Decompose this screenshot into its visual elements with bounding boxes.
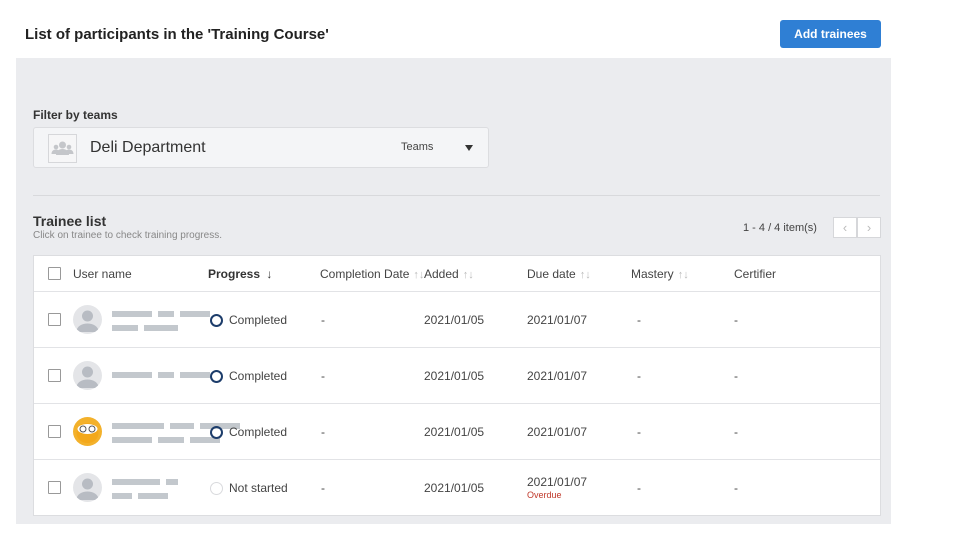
due-date: 2021/01/07 [527, 475, 588, 489]
progress-status: Completed [229, 369, 288, 383]
redacted-user-name [112, 423, 240, 451]
page-title: List of participants in the 'Training Co… [25, 26, 329, 43]
sort-icon: ↑↓ [462, 269, 474, 281]
certifier: - [734, 481, 738, 495]
trainee-table: User name Progress ↓ Completion Date ↑↓ A… [33, 255, 881, 516]
col-mastery[interactable]: Mastery ↑↓ [631, 267, 689, 281]
progress-status: Completed [229, 425, 288, 439]
select-all-checkbox[interactable] [48, 267, 61, 280]
col-certifier: Certifier [734, 267, 777, 281]
col-due-label: Due date [527, 267, 576, 281]
sort-icon: ↑↓ [413, 269, 425, 281]
add-trainees-button[interactable]: Add trainees [780, 20, 881, 48]
row-checkbox[interactable] [48, 369, 61, 382]
selected-team: Deli Department [90, 139, 206, 156]
row-checkbox[interactable] [48, 481, 61, 494]
col-added[interactable]: Added ↑↓ [424, 267, 474, 281]
redacted-user-name [112, 479, 178, 507]
table-row[interactable]: Not started - 2021/01/05 2021/01/07 Overdue -… [34, 459, 880, 515]
col-completion-label: Completion Date [320, 267, 410, 281]
team-icon [48, 134, 77, 163]
pagination-info: 1 - 4 / 4 item(s) [743, 222, 817, 234]
progress-status-icon [210, 426, 223, 439]
added-date: 2021/01/05 [424, 425, 485, 439]
row-checkbox[interactable] [48, 425, 61, 438]
added-date: 2021/01/05 [424, 481, 485, 495]
completion-date: - [321, 481, 325, 495]
redacted-user-name [112, 311, 210, 339]
col-due-date[interactable]: Due date ↑↓ [527, 267, 591, 281]
overdue-badge: Overdue [527, 490, 562, 500]
prev-page-button[interactable]: ‹ [833, 217, 857, 238]
trainee-list-title: Trainee list [33, 213, 107, 229]
progress-status-icon [210, 482, 223, 495]
filter-type-label: Teams [401, 141, 434, 153]
sort-icon: ↑↓ [579, 269, 591, 281]
table-row[interactable]: Completed - 2021/01/05 2021/01/07 - - [34, 403, 880, 459]
sort-icon: ↑↓ [677, 269, 689, 281]
progress-status-icon [210, 314, 223, 327]
sort-down-icon: ↓ [266, 267, 273, 281]
owl-avatar [73, 417, 102, 446]
completion-date: - [321, 425, 325, 439]
default-avatar [73, 473, 102, 502]
next-page-button[interactable]: › [857, 217, 881, 238]
progress-status-icon [210, 370, 223, 383]
col-progress-label: Progress [208, 267, 261, 281]
col-progress[interactable]: Progress ↓ [208, 267, 272, 281]
due-date: 2021/01/07 [527, 313, 588, 327]
added-date: 2021/01/05 [424, 369, 485, 383]
row-checkbox[interactable] [48, 313, 61, 326]
progress-status: Not started [229, 481, 288, 495]
mastery: - [637, 313, 641, 327]
col-added-label: Added [424, 267, 459, 281]
col-mastery-label: Mastery [631, 267, 674, 281]
trainee-list-subtitle: Click on trainee to check training progr… [33, 230, 222, 241]
certifier: - [734, 425, 738, 439]
col-completion-date[interactable]: Completion Date ↑↓ [320, 267, 424, 281]
table-row[interactable]: Completed - 2021/01/05 2021/01/07 - - [34, 291, 880, 347]
certifier: - [734, 369, 738, 383]
progress-status: Completed [229, 313, 288, 327]
divider [33, 195, 880, 196]
added-date: 2021/01/05 [424, 313, 485, 327]
default-avatar [73, 361, 102, 390]
table-row[interactable]: Completed - 2021/01/05 2021/01/07 - - [34, 347, 880, 403]
certifier: - [734, 313, 738, 327]
completion-date: - [321, 313, 325, 327]
default-avatar [73, 305, 102, 334]
team-filter-dropdown[interactable]: Deli Department Teams [33, 127, 489, 168]
caret-down-icon [465, 145, 473, 151]
mastery: - [637, 425, 641, 439]
due-date: 2021/01/07 [527, 425, 588, 439]
completion-date: - [321, 369, 325, 383]
col-user-name: User name [73, 267, 132, 281]
due-date: 2021/01/07 [527, 369, 588, 383]
mastery: - [637, 481, 641, 495]
filter-label: Filter by teams [33, 108, 118, 122]
mastery: - [637, 369, 641, 383]
redacted-user-name [112, 372, 210, 386]
